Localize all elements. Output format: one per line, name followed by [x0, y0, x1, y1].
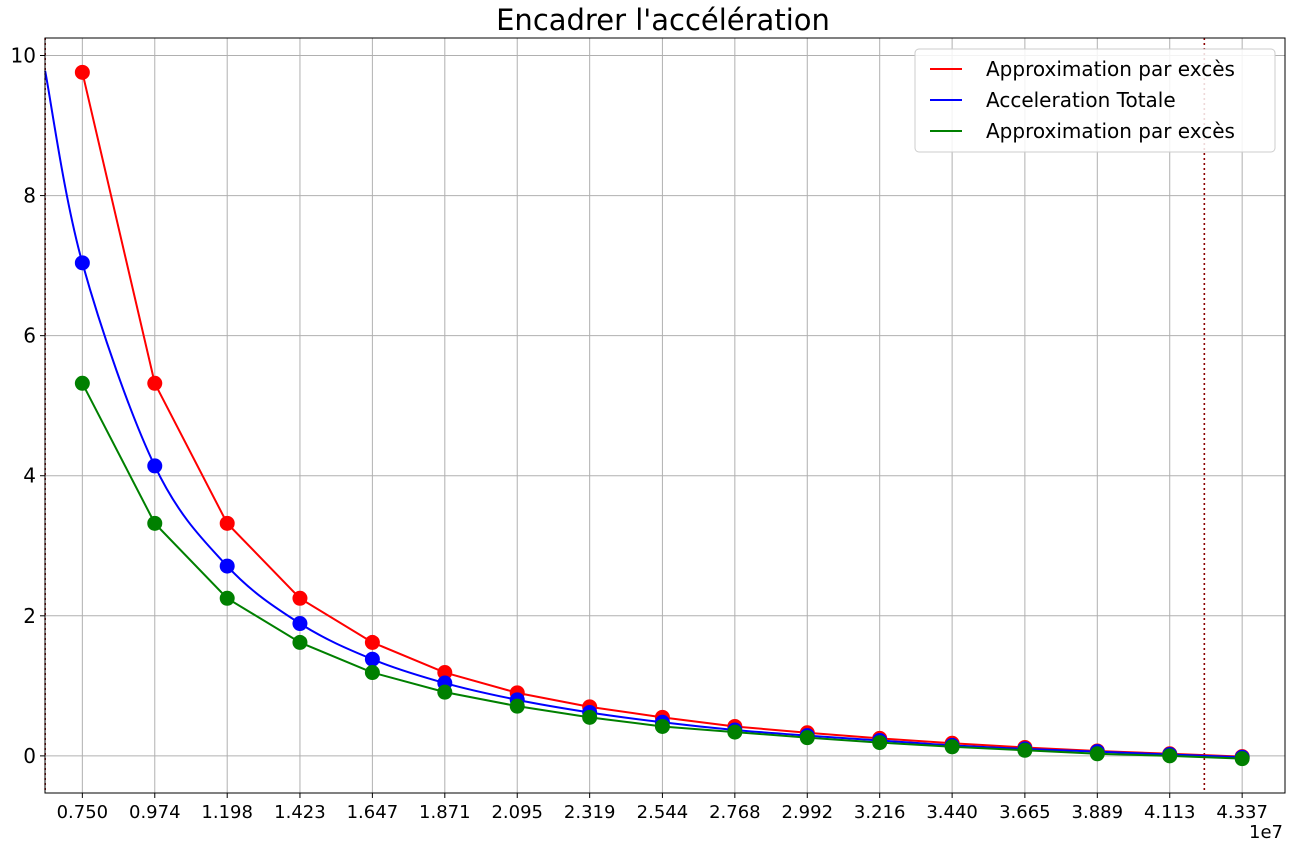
grid	[45, 38, 1285, 793]
plot-frame	[44, 37, 1286, 794]
series-2-point	[509, 698, 525, 714]
legend-label-2: Approximation par excès	[986, 119, 1235, 143]
series-1-point	[147, 458, 163, 474]
series-0-point	[437, 665, 453, 681]
x-tick-label: 2.544	[637, 802, 689, 823]
series-2-point	[219, 590, 235, 606]
series-0-point	[74, 64, 90, 80]
legend-label-1: Acceleration Totale	[986, 88, 1176, 112]
series-2-point	[292, 634, 308, 650]
legend-box	[914, 48, 1276, 153]
series-2-point	[1234, 751, 1250, 767]
x-tick-label: 1.423	[274, 802, 326, 823]
series-2-point	[799, 730, 815, 746]
chart-title: Encadrer l'accélération	[496, 3, 830, 37]
x-tick-label: 2.768	[709, 802, 761, 823]
y-tick-label: 10	[11, 44, 36, 68]
x-tick-label: 2.319	[564, 802, 616, 823]
series-2-point	[1089, 746, 1105, 762]
series-0-point	[364, 634, 380, 650]
x-tick-label: 1.198	[201, 802, 253, 823]
y-tick-label: 0	[23, 744, 36, 768]
x-tick-label: 1.647	[347, 802, 399, 823]
x-tick-label: 0.974	[129, 802, 181, 823]
series-0-point	[219, 515, 235, 531]
x-tick-label: 4.337	[1216, 802, 1268, 823]
x-axis-ticks: 0.750 0.974 1.198 1.423 1.647 1.871 2.095 2.319…	[57, 793, 1268, 823]
series-1-point	[219, 558, 235, 574]
series-2-point	[944, 739, 960, 755]
series-2-point	[364, 665, 380, 681]
series-1-point	[74, 255, 90, 271]
series-2-point	[582, 709, 598, 725]
x-tick-label: 3.216	[854, 802, 906, 823]
x-tick-label: 4.113	[1144, 802, 1196, 823]
series-2-point	[872, 735, 888, 751]
series-0-point	[292, 590, 308, 606]
series-2-point	[727, 724, 743, 740]
x-tick-label: 3.440	[926, 802, 978, 823]
series-2-point	[1017, 742, 1033, 758]
x-tick-label: 2.992	[782, 802, 834, 823]
y-tick-label: 4	[23, 464, 36, 488]
series-2-point	[1162, 748, 1178, 764]
y-tick-label: 8	[23, 184, 36, 208]
series-2-point	[654, 718, 670, 734]
x-tick-label: 1.871	[419, 802, 471, 823]
series-1-point	[292, 616, 308, 632]
series-2-point	[74, 375, 90, 391]
series-2-point	[437, 684, 453, 700]
series-layer	[44, 64, 1250, 767]
legend: Approximation par excès Acceleration Tota…	[914, 48, 1276, 153]
x-tick-label: 0.750	[57, 802, 109, 823]
x-tick-label: 3.889	[1072, 802, 1124, 823]
legend-label-0: Approximation par excès	[986, 57, 1235, 81]
series-2-point	[147, 515, 163, 531]
series-1-point	[364, 651, 380, 667]
y-axis-ticks: 0 2 4 6 8 10	[11, 44, 45, 768]
x-tick-label: 2.095	[491, 802, 543, 823]
series-0-point	[147, 375, 163, 391]
x-offset-label: 1e7	[1249, 822, 1283, 843]
y-tick-label: 6	[23, 324, 36, 348]
x-tick-label: 3.665	[999, 802, 1051, 823]
y-tick-label: 2	[23, 604, 36, 628]
